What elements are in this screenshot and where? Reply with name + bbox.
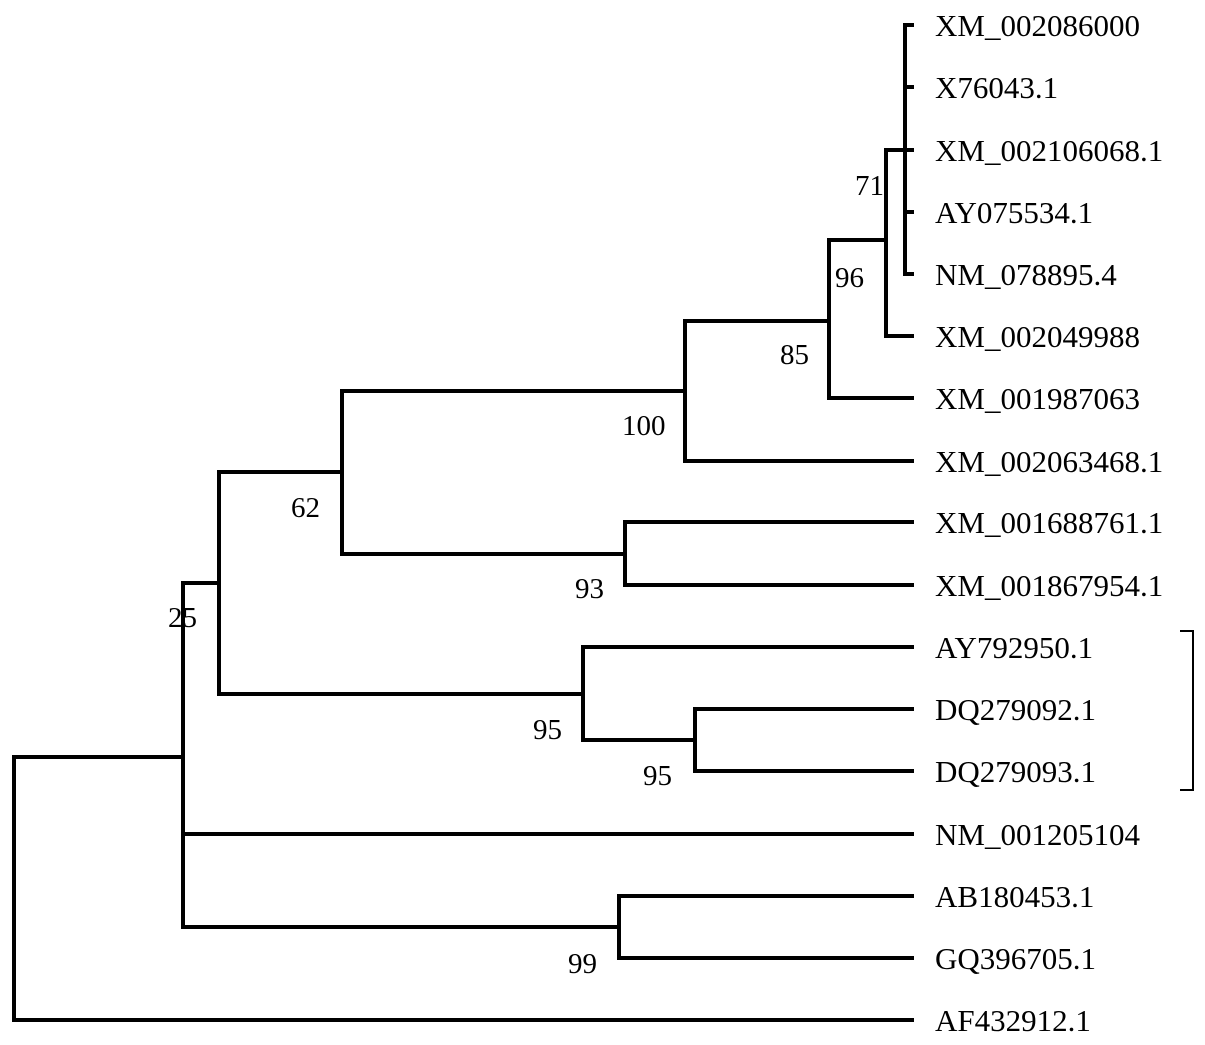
bootstrap-value: 25: [168, 602, 197, 634]
branch: [683, 319, 914, 463]
leaf-label: AF432912.1: [935, 1003, 1091, 1038]
leaf-label: NM_001205104: [935, 817, 1140, 852]
leaf-label: DQ279092.1: [935, 692, 1096, 727]
leaf-label: XM_002063468.1: [935, 444, 1163, 479]
branch: [340, 389, 627, 556]
branch: [884, 148, 914, 338]
leaf-label: GQ396705.1: [935, 941, 1096, 976]
leaf-label: XM_002086000: [935, 8, 1140, 43]
bootstrap-value: 85: [780, 339, 809, 371]
clade-bracket: [1180, 630, 1194, 791]
bootstrap-value: 62: [291, 492, 320, 524]
bootstrap-value: 96: [835, 262, 864, 294]
leaf-label: AB180453.1: [935, 879, 1094, 914]
bootstrap-value: 95: [533, 714, 562, 746]
branch: [581, 645, 697, 742]
leaf-label: NM_078895.4: [935, 257, 1117, 292]
leaf-label: XM_001867954.1: [935, 568, 1163, 603]
leaf-label: XM_001987063: [935, 381, 1140, 416]
bootstrap-value: 71: [855, 170, 884, 202]
branch: [217, 470, 585, 696]
branch: [12, 755, 914, 1022]
leaf-label: XM_002049988: [935, 319, 1140, 354]
bootstrap-value: 100: [622, 410, 666, 442]
leaf-label: AY075534.1: [935, 195, 1093, 230]
leaf-label: X76043.1: [935, 70, 1058, 105]
leaf-label: AY792950.1: [935, 630, 1093, 665]
bootstrap-value: 99: [568, 948, 597, 980]
branch: [827, 238, 914, 400]
branch: [623, 520, 914, 587]
leaf-label: DQ279093.1: [935, 754, 1096, 789]
branch: [693, 707, 914, 773]
bootstrap-value: 93: [575, 573, 604, 605]
leaf-label: XM_001688761.1: [935, 505, 1163, 540]
leaf-label: XM_002106068.1: [935, 133, 1163, 168]
bootstrap-value: 95: [643, 760, 672, 792]
tree-branches: [12, 23, 914, 1022]
branch: [617, 894, 914, 960]
branch: [181, 581, 621, 929]
